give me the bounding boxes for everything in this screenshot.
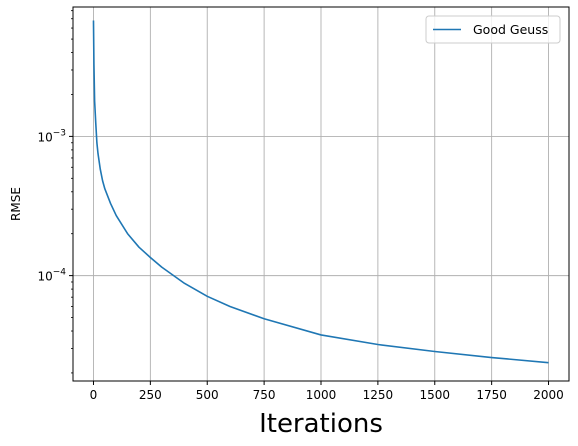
x-tick-label: 750 [253,388,276,402]
x-tick-label: 250 [139,388,162,402]
x-tick-label: 500 [196,388,219,402]
legend-box [425,15,561,44]
y-tick-label: 10−3 [37,128,66,144]
x-axis-label: Iterations [259,409,383,439]
x-tick-label: 1750 [476,388,507,402]
x-tick-label: 1500 [419,388,450,402]
series-layer [92,20,549,364]
y-tick-label: 10−4 [37,268,66,284]
x-tick-label: 1000 [306,388,337,402]
x-tick-label: 2000 [533,388,564,402]
grid-layer [73,7,569,381]
x-tick-label: 1250 [363,388,394,402]
legend-entry-label: Good Geuss [473,22,548,37]
y-axis-label: RMSE [9,187,23,221]
legend: Good Geuss [425,15,561,44]
tick-layer: 0 250 500 750 1000 1250 1500 1750 2000 10−4 10−3 [37,10,564,402]
x-tick-label: 0 [90,388,98,402]
series-line-good-geuss [92,20,549,364]
